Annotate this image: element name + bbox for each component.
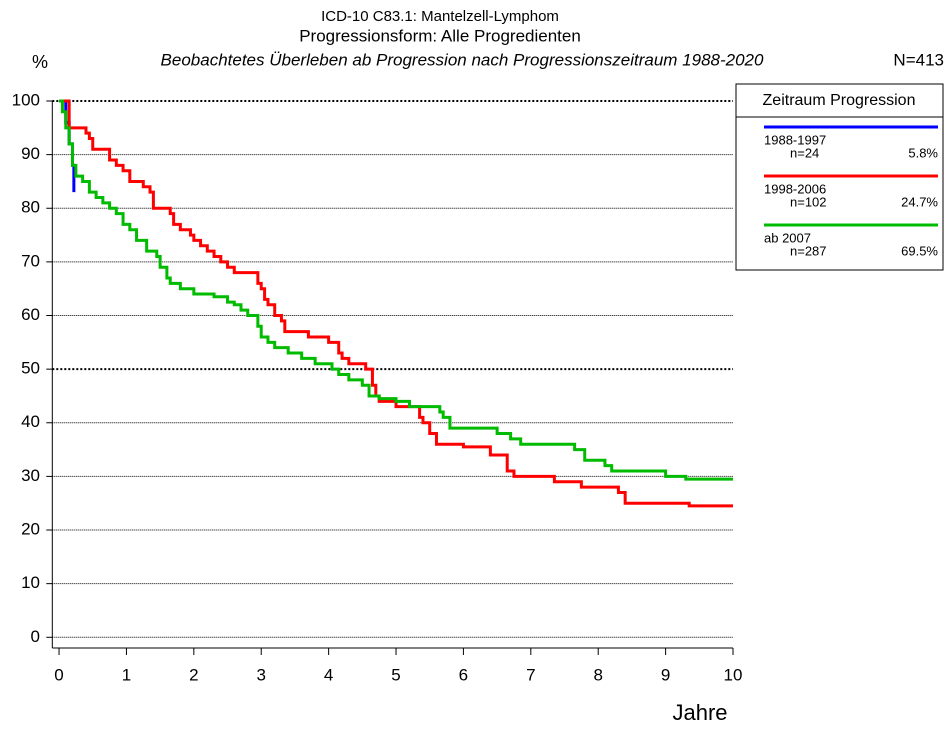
legend-label: 1998-2006 bbox=[764, 181, 826, 196]
x-tick-label: 1 bbox=[122, 665, 131, 684]
y-tick-label: 100 bbox=[12, 90, 40, 109]
x-tick-label: 9 bbox=[661, 665, 670, 684]
y-tick-label: 90 bbox=[21, 144, 40, 163]
chart-description: Beobachtetes Überleben ab Progression na… bbox=[161, 50, 764, 69]
legend-title: Zeitraum Progression bbox=[763, 92, 916, 109]
y-tick-label: 10 bbox=[21, 573, 40, 592]
x-tick-label: 4 bbox=[324, 665, 333, 684]
x-tick-label: 6 bbox=[459, 665, 468, 684]
legend-label: ab 2007 bbox=[764, 230, 811, 245]
y-tick-label: 50 bbox=[21, 359, 40, 378]
y-tick-label: 0 bbox=[31, 627, 40, 646]
total-count: N=413 bbox=[893, 50, 944, 69]
chart-title: ICD-10 C83.1: Mantelzell-Lymphom bbox=[321, 8, 559, 25]
legend-share: 24.7% bbox=[901, 194, 938, 209]
x-tick-label: 7 bbox=[526, 665, 535, 684]
x-tick-label: 0 bbox=[54, 665, 63, 684]
y-tick-label: 80 bbox=[21, 198, 40, 217]
x-tick-label: 5 bbox=[391, 665, 400, 684]
legend-count: n=24 bbox=[790, 145, 819, 160]
survival-curve bbox=[59, 99, 733, 481]
survival-curve bbox=[59, 99, 733, 508]
y-tick-label: 40 bbox=[21, 412, 40, 431]
chart-subtitle: Progressionsform: Alle Progredienten bbox=[299, 26, 581, 45]
x-tick-label: 2 bbox=[189, 665, 198, 684]
x-tick-label: 8 bbox=[593, 665, 602, 684]
y-axis-label: % bbox=[32, 52, 48, 72]
legend-share: 69.5% bbox=[901, 243, 938, 258]
legend-count: n=287 bbox=[790, 243, 827, 258]
legend-count: n=102 bbox=[790, 194, 827, 209]
y-tick-label: 70 bbox=[21, 251, 40, 270]
x-tick-label: 10 bbox=[724, 665, 743, 684]
x-axis-label: Jahre bbox=[672, 700, 727, 725]
y-tick-label: 20 bbox=[21, 520, 40, 539]
x-tick-label: 3 bbox=[256, 665, 265, 684]
y-tick-label: 30 bbox=[21, 466, 40, 485]
legend-label: 1988-1997 bbox=[764, 132, 826, 147]
legend-share: 5.8% bbox=[908, 145, 938, 160]
y-tick-label: 60 bbox=[21, 305, 40, 324]
